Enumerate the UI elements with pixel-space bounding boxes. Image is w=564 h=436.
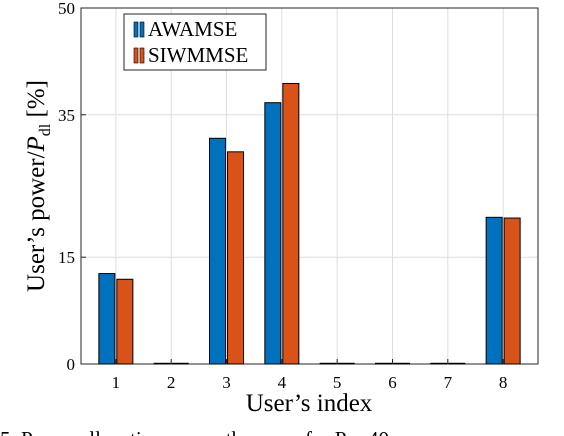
legend-label-siwmmse: SIWMMSE <box>148 43 248 67</box>
legend-swatch-siwmmse-b <box>139 47 145 64</box>
bar-awamse-user-4 <box>264 102 282 365</box>
x-tick-label: 4 <box>278 373 287 392</box>
y-axis-title-var: P <box>23 136 50 152</box>
x-tick-label: 3 <box>222 373 231 392</box>
legend-swatch-siwmmse-a <box>133 47 139 64</box>
y-tick-label: 15 <box>58 248 75 267</box>
legend-label-awamse: AWAMSE <box>148 17 237 41</box>
bar-siwmmse-user-1 <box>116 278 134 365</box>
bar-awamse-user-3 <box>209 137 227 365</box>
bar-siwmmse-user-8 <box>503 217 521 365</box>
ticks: 0 15 35 50 1 2 3 4 5 6 7 8 <box>58 0 507 392</box>
bar-siwmmse-user-2 <box>171 362 189 365</box>
legend-box <box>123 13 267 71</box>
bar-awamse-user-8 <box>485 216 503 365</box>
bar-awamse-user-2 <box>153 362 171 365</box>
bar-awamse-user-7 <box>430 362 448 365</box>
y-tick-label: 0 <box>67 355 76 374</box>
x-tick-label: 2 <box>167 373 176 392</box>
y-axis-title-unit: [%] <box>23 80 50 124</box>
y-axis-title-prefix: User’s power/ <box>23 151 50 292</box>
legend-swatch-awamse-a <box>133 21 139 38</box>
bar-awamse-user-1 <box>98 273 116 365</box>
x-tick-label: 5 <box>333 373 342 392</box>
bar-awamse-user-5 <box>319 362 337 365</box>
bar-siwmmse-user-4 <box>282 82 300 365</box>
y-tick-label: 50 <box>58 0 75 18</box>
bar-siwmmse-user-5 <box>337 362 355 365</box>
figure-caption: 5. Power allocation across the users for… <box>0 427 389 436</box>
y-tick-label: 35 <box>58 106 75 125</box>
bar-siwmmse-user-3 <box>227 151 245 365</box>
legend: AWAMSE SIWMMSE <box>123 13 267 71</box>
y-axis-title: User’s power/Pdl [%] <box>23 80 54 292</box>
bar-siwmmse-user-7 <box>448 362 466 365</box>
bar-siwmmse-user-6 <box>392 362 410 365</box>
bar-awamse-user-6 <box>374 362 392 365</box>
bars <box>98 82 521 365</box>
legend-swatch-awamse-b <box>139 21 145 38</box>
x-tick-label: 6 <box>388 373 397 392</box>
x-tick-label: 8 <box>499 373 508 392</box>
x-tick-label: 1 <box>112 373 121 392</box>
x-tick-label: 7 <box>444 373 453 392</box>
y-axis-title-sub: dl <box>37 123 54 136</box>
x-axis-title: User’s index <box>246 390 373 417</box>
plot-frame <box>80 7 539 365</box>
